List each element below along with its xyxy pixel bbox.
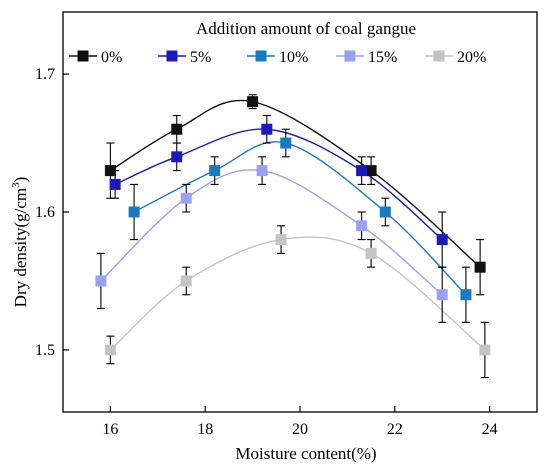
plot-frame [62, 11, 538, 413]
legend-label-5%: 5% [190, 49, 211, 66]
y-axis-title-main: Dry density(g/cm [11, 188, 30, 307]
data-point-15% [356, 220, 368, 232]
data-point-0% [474, 261, 486, 273]
legend-marker-0% [77, 50, 89, 62]
legend-label-20%: 20% [457, 49, 486, 66]
data-point-0% [171, 123, 183, 135]
data-markers [95, 96, 491, 356]
data-point-20% [180, 275, 192, 287]
plot-area [62, 11, 538, 413]
x-tick-label: 16 [102, 421, 118, 438]
data-point-10% [460, 289, 472, 301]
legend-marker-15% [344, 50, 356, 62]
axes: 16 18 20 22 24 1.5 1.6 1.7 [35, 66, 498, 438]
data-point-10% [209, 165, 221, 177]
data-point-10% [379, 206, 391, 218]
fit-curve-0% [110, 99, 481, 268]
data-point-5% [171, 151, 183, 163]
data-point-0% [247, 96, 259, 108]
x-tick-label: 18 [197, 421, 213, 438]
y-axis-title-tail: ) [11, 177, 30, 183]
data-point-20% [479, 344, 491, 356]
legend-label-0%: 0% [101, 49, 122, 66]
data-point-15% [180, 192, 192, 204]
data-point-15% [95, 275, 107, 287]
data-point-15% [256, 165, 268, 177]
x-tick-label: 20 [292, 421, 308, 438]
x-axis-title: Moisture content(%) [235, 444, 376, 463]
data-point-10% [128, 206, 140, 218]
data-point-15% [436, 289, 448, 301]
y-axis-title-superscript: 3 [10, 182, 22, 188]
legend-label-10%: 10% [279, 49, 308, 66]
data-point-5% [356, 165, 368, 177]
data-point-20% [104, 344, 116, 356]
x-tick-label: 22 [387, 421, 403, 438]
data-point-20% [365, 247, 377, 259]
legend-marker-10% [255, 50, 267, 62]
data-point-20% [275, 234, 287, 246]
y-tick-label: 1.5 [35, 342, 55, 359]
x-tick-label: 24 [482, 421, 498, 438]
data-point-5% [109, 178, 121, 190]
legend: Addition amount of coal gangue 0% 5% 10% 15… [69, 19, 486, 66]
legend-title: Addition amount of coal gangue [196, 19, 416, 38]
legend-marker-5% [166, 50, 178, 62]
legend-label-15%: 15% [368, 49, 397, 66]
data-point-0% [365, 165, 377, 177]
legend-marker-20% [433, 50, 445, 62]
data-point-10% [280, 137, 292, 149]
y-axis-title: Dry density(g/cm3) [10, 177, 30, 308]
data-point-0% [104, 165, 116, 177]
data-point-5% [436, 234, 448, 246]
data-point-5% [261, 123, 273, 135]
y-tick-label: 1.6 [35, 204, 55, 221]
y-tick-label: 1.7 [35, 66, 55, 83]
